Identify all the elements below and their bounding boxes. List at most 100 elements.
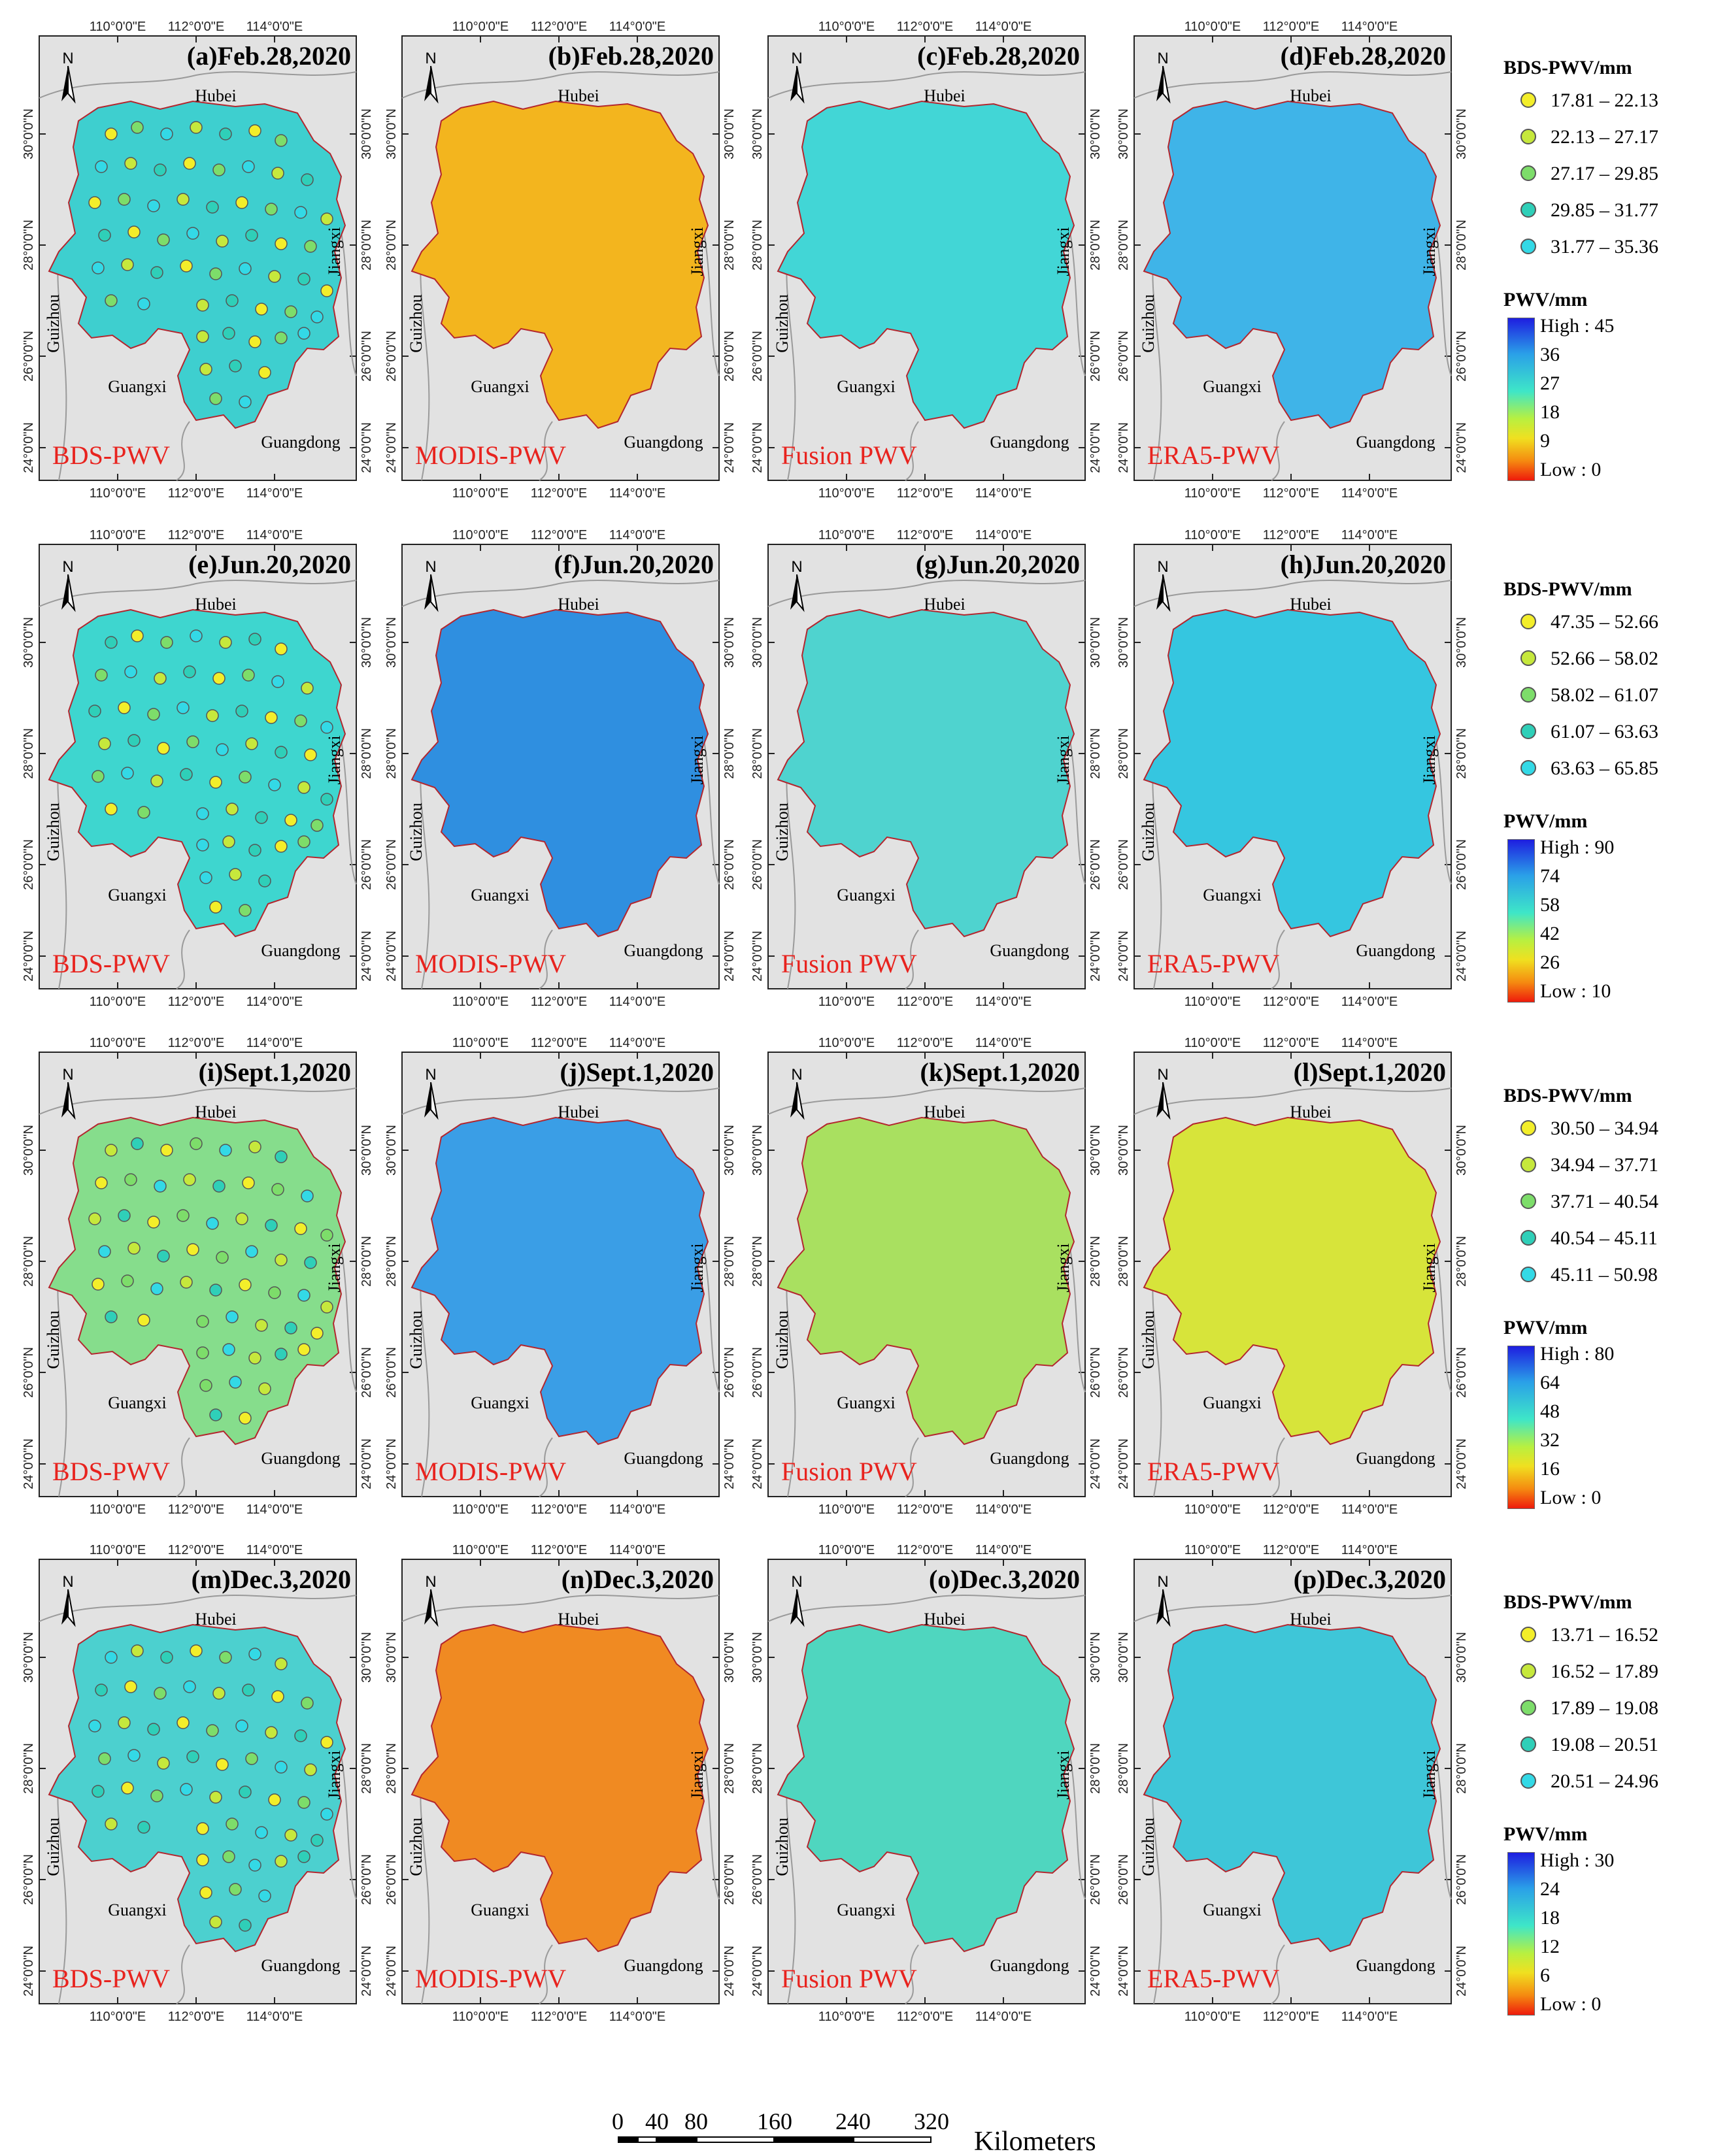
station-dot [239, 395, 252, 408]
lat-label-left: 30°0'0"N [1116, 108, 1131, 159]
lon-label-bottom: 114°0'0"E [975, 486, 1032, 501]
lat-label-left: 30°0'0"N [384, 617, 399, 668]
lat-label-left: 26°0'0"N [1116, 839, 1131, 890]
station-dot [248, 335, 261, 348]
lat-label-left: 30°0'0"N [750, 1125, 765, 1176]
station-dot [206, 1724, 219, 1737]
scale-segment [775, 2136, 853, 2143]
station-dot [294, 1222, 307, 1235]
station-dot [196, 330, 209, 343]
scale-unit: Kilometers [974, 2127, 1096, 2156]
lon-label-top: 114°0'0"E [609, 1036, 665, 1050]
station-dot [190, 1644, 203, 1657]
station-dot [88, 705, 101, 718]
lat-label-left: 28°0'0"N [1116, 220, 1131, 271]
station-dot [242, 1683, 255, 1697]
label-guangdong: Guangdong [261, 941, 340, 960]
bds-class: 37.71 – 40.54 [1503, 1184, 1706, 1220]
class-dot-icon [1520, 760, 1536, 776]
lon-label-top: 112°0'0"E [531, 528, 587, 542]
lon-label-bottom: 110°0'0"E [1184, 995, 1241, 1009]
station-dot [265, 711, 278, 724]
station-dot [226, 1310, 239, 1323]
label-guangxi: Guangxi [471, 1900, 529, 1919]
lon-label-bottom: 114°0'0"E [246, 486, 303, 501]
lon-label-top: 110°0'0"E [452, 528, 509, 542]
source-label: Fusion PWV [781, 440, 917, 470]
north-arrow-icon: N [61, 558, 76, 612]
lat-label-right: 24°0'0"N [722, 1438, 737, 1489]
province-area [1143, 608, 1441, 938]
station-dot [275, 1761, 288, 1774]
label-guangdong: Guangdong [261, 433, 340, 452]
station-dot [320, 1808, 333, 1821]
province-boundary [539, 1437, 553, 1497]
station-dot [216, 743, 229, 756]
north-arrow-icon: N [1156, 1573, 1171, 1627]
ramp-tick: 24 [1540, 1878, 1560, 1900]
lat-label-right: 30°0'0"N [360, 1632, 374, 1683]
station-dot [255, 303, 268, 316]
station-dot [88, 1212, 101, 1225]
bds-class: 19.08 – 20.51 [1503, 1727, 1706, 1763]
lat-label-right: 26°0'0"N [1454, 1854, 1469, 1905]
ramp-low: Low : 10 [1540, 980, 1611, 1002]
ramp-low: Low : 0 [1540, 1993, 1602, 2015]
lon-label-top: 112°0'0"E [168, 1036, 224, 1050]
station-dot [88, 1719, 101, 1733]
label-jiangxi: Jiangxi [1054, 227, 1073, 276]
station-dot [320, 212, 333, 225]
lon-label-bottom: 112°0'0"E [1263, 2010, 1319, 2024]
lat-label-left: 28°0'0"N [384, 1236, 399, 1287]
station-dot [105, 636, 118, 649]
north-arrow-left [424, 1082, 431, 1118]
station-dot [137, 1821, 150, 1834]
bds-class: 29.85 – 31.77 [1503, 192, 1706, 229]
ramp-tick: 74 [1540, 865, 1560, 887]
station-dot [160, 636, 173, 649]
north-label: N [791, 1573, 802, 1591]
station-dot [150, 266, 163, 279]
province-boundary [341, 1755, 357, 1900]
province-boundary [39, 580, 357, 607]
scale-tick: 0 [612, 2108, 624, 2134]
station-dot [239, 1412, 252, 1425]
station-dot [222, 1343, 235, 1356]
station-dot [320, 721, 333, 734]
station-dot [229, 359, 242, 373]
lat-label-left: 26°0'0"N [22, 1854, 36, 1905]
lon-label-top: 112°0'0"E [897, 1543, 953, 1557]
station-dot [222, 1850, 235, 1863]
bds-class: 13.71 – 16.52 [1503, 1617, 1706, 1653]
station-dot [219, 1144, 232, 1157]
province-boundary [703, 740, 720, 885]
scale-tick: 160 [757, 2108, 792, 2134]
lat-label-right: 28°0'0"N [360, 220, 374, 271]
lon-label-top: 114°0'0"E [246, 528, 303, 542]
lon-label-bottom: 114°0'0"E [246, 995, 303, 1009]
province-boundary [39, 71, 357, 99]
label-guangdong: Guangdong [990, 433, 1069, 452]
label-guizhou: Guizhou [407, 1817, 426, 1876]
station-dot [297, 1850, 311, 1863]
station-dot [304, 1763, 317, 1776]
label-hubei: Hubei [558, 86, 599, 105]
label-jiangxi: Jiangxi [1054, 1750, 1073, 1799]
lon-label-top: 114°0'0"E [975, 528, 1032, 542]
class-dot-icon [1520, 1267, 1536, 1282]
lat-label-left: 26°0'0"N [750, 1854, 765, 1905]
station-dot [275, 1855, 288, 1868]
label-hubei: Hubei [1290, 86, 1332, 105]
station-dot [105, 803, 118, 816]
station-dot [239, 1785, 252, 1799]
class-dot-icon [1520, 687, 1536, 703]
lat-label-right: 24°0'0"N [360, 931, 374, 982]
bds-class: 16.52 – 17.89 [1503, 1653, 1706, 1690]
station-dot [180, 768, 193, 781]
bds-legend-title: BDS-PWV/mm [1503, 57, 1632, 78]
ramp-tick: 16 [1540, 1458, 1560, 1480]
station-dot [245, 1245, 258, 1258]
station-dot [180, 259, 193, 273]
station-dot [98, 229, 111, 242]
label-hubei: Hubei [924, 86, 965, 105]
